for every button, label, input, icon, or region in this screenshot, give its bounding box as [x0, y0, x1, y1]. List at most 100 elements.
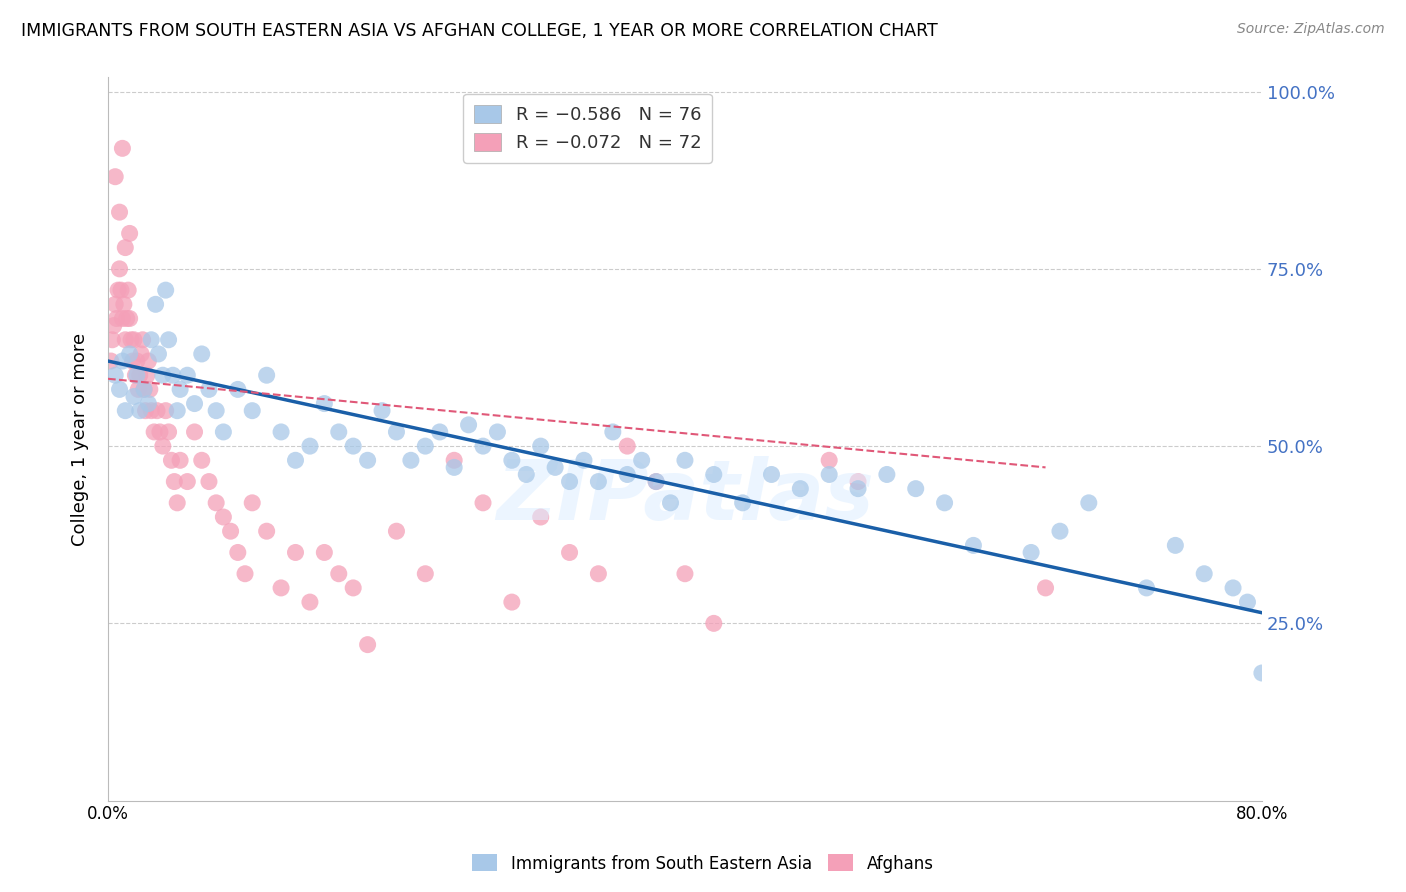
Point — [443, 453, 465, 467]
Point — [118, 227, 141, 241]
Point — [342, 581, 364, 595]
Point — [183, 396, 205, 410]
Point — [125, 368, 148, 383]
Point — [240, 403, 263, 417]
Point — [104, 297, 127, 311]
Point — [108, 383, 131, 397]
Point — [110, 283, 132, 297]
Point — [138, 396, 160, 410]
Point — [256, 368, 278, 383]
Point — [572, 453, 595, 467]
Point — [138, 354, 160, 368]
Point — [143, 425, 166, 439]
Point — [104, 368, 127, 383]
Point — [115, 311, 138, 326]
Point — [328, 425, 350, 439]
Point — [136, 368, 159, 383]
Point — [443, 460, 465, 475]
Point — [645, 475, 668, 489]
Point — [284, 453, 307, 467]
Point — [176, 475, 198, 489]
Point — [673, 453, 696, 467]
Point — [155, 403, 177, 417]
Point — [616, 467, 638, 482]
Point — [141, 403, 163, 417]
Point — [385, 524, 408, 539]
Point — [122, 389, 145, 403]
Point — [588, 475, 610, 489]
Y-axis label: College, 1 year or more: College, 1 year or more — [72, 333, 89, 546]
Text: IMMIGRANTS FROM SOUTH EASTERN ASIA VS AFGHAN COLLEGE, 1 YEAR OR MORE CORRELATION: IMMIGRANTS FROM SOUTH EASTERN ASIA VS AF… — [21, 22, 938, 40]
Point — [962, 538, 984, 552]
Point — [198, 475, 221, 489]
Point — [673, 566, 696, 581]
Point — [413, 566, 436, 581]
Point — [100, 354, 122, 368]
Point — [328, 566, 350, 581]
Point — [122, 333, 145, 347]
Point — [134, 403, 156, 417]
Point — [703, 616, 725, 631]
Point — [114, 403, 136, 417]
Point — [101, 333, 124, 347]
Point — [270, 581, 292, 595]
Point — [132, 383, 155, 397]
Point — [155, 283, 177, 297]
Text: Source: ZipAtlas.com: Source: ZipAtlas.com — [1237, 22, 1385, 37]
Point — [212, 425, 235, 439]
Point — [602, 425, 624, 439]
Point — [818, 467, 841, 482]
Point — [118, 347, 141, 361]
Point — [190, 453, 212, 467]
Point — [152, 439, 174, 453]
Point — [125, 354, 148, 368]
Point — [356, 453, 378, 467]
Point — [1251, 665, 1274, 680]
Point — [226, 545, 249, 559]
Point — [846, 475, 869, 489]
Point — [486, 425, 509, 439]
Point — [298, 439, 321, 453]
Point — [399, 453, 422, 467]
Point — [146, 403, 169, 417]
Point — [166, 496, 188, 510]
Point — [139, 383, 162, 397]
Point — [157, 333, 180, 347]
Point — [457, 417, 479, 432]
Point — [117, 283, 139, 297]
Point — [472, 496, 495, 510]
Point — [160, 453, 183, 467]
Point — [183, 425, 205, 439]
Point — [132, 383, 155, 397]
Point — [256, 524, 278, 539]
Point — [163, 475, 186, 489]
Point — [1035, 581, 1057, 595]
Point — [934, 496, 956, 510]
Point — [105, 311, 128, 326]
Point — [233, 566, 256, 581]
Point — [530, 510, 553, 524]
Point — [558, 475, 581, 489]
Point — [1222, 581, 1244, 595]
Point — [131, 333, 153, 347]
Point — [630, 453, 652, 467]
Point — [145, 297, 167, 311]
Point — [558, 545, 581, 559]
Point — [112, 297, 135, 311]
Point — [129, 347, 152, 361]
Point — [169, 383, 191, 397]
Point — [240, 496, 263, 510]
Point — [472, 439, 495, 453]
Point — [108, 261, 131, 276]
Point — [385, 425, 408, 439]
Point — [111, 141, 134, 155]
Point — [114, 333, 136, 347]
Point — [152, 368, 174, 383]
Point — [342, 439, 364, 453]
Point — [1077, 496, 1099, 510]
Text: ZIPatlas: ZIPatlas — [496, 457, 875, 537]
Point — [588, 566, 610, 581]
Point — [169, 453, 191, 467]
Point — [108, 205, 131, 219]
Point — [314, 396, 336, 410]
